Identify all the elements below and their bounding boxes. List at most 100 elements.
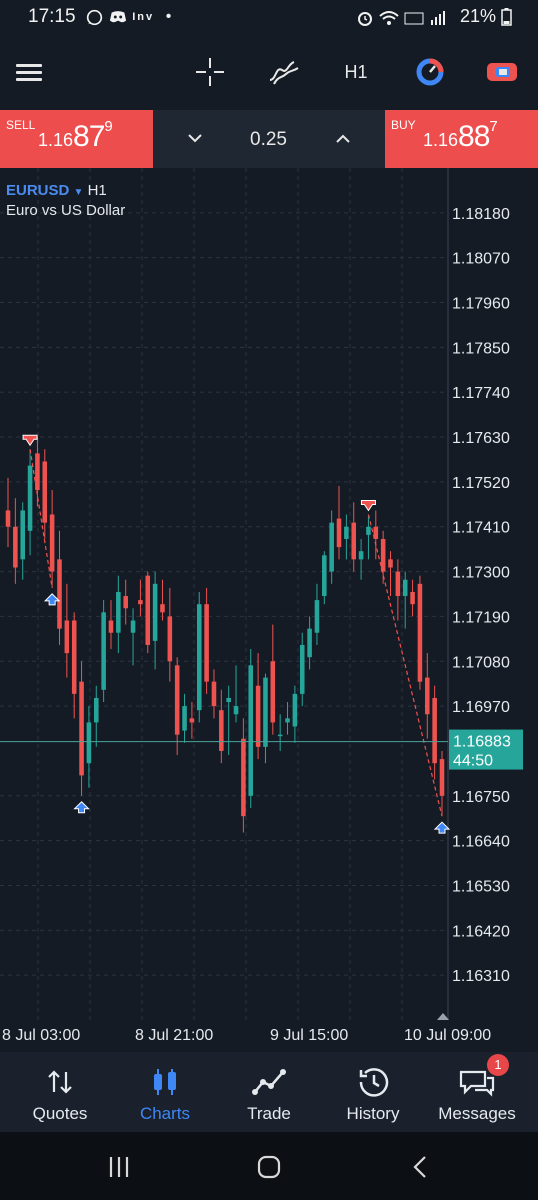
candle-body (42, 461, 48, 523)
lot-increase-button[interactable] (326, 124, 360, 154)
candle-body (417, 583, 423, 682)
y-tick-label: 1.16970 (452, 699, 510, 716)
y-tick-label: 1.16750 (452, 789, 510, 806)
sell-signal-arrow (360, 500, 376, 512)
nav-charts[interactable]: Charts (113, 1052, 217, 1132)
sell-price-sup: 9 (104, 118, 113, 135)
lot-size[interactable]: 0.25 (250, 129, 287, 150)
y-tick-label: 1.16310 (452, 968, 510, 985)
candle-body (285, 718, 290, 723)
buy-price-prefix: 1.16 (423, 130, 459, 150)
nav-history[interactable]: History (321, 1052, 425, 1132)
y-tick-label: 1.16420 (452, 923, 510, 940)
candle-body (388, 559, 393, 568)
nav-messages[interactable]: 1 Messages (425, 1052, 529, 1132)
home-icon[interactable] (256, 1154, 282, 1180)
y-tick-label: 1.17740 (452, 385, 510, 402)
trade-icon (252, 1069, 286, 1095)
candle-body (123, 596, 128, 609)
candle-body (351, 522, 357, 560)
oneclick-icon (416, 58, 444, 86)
candle-body (329, 522, 334, 572)
candle-body (138, 600, 143, 605)
nav-trade[interactable]: Trade (217, 1052, 321, 1132)
candle-body (322, 555, 327, 597)
candle-body (182, 706, 187, 731)
buy-price-big: 88 (458, 120, 490, 153)
nav-quotes[interactable]: Quotes (8, 1052, 112, 1132)
buy-label: BUY (391, 118, 416, 132)
timeframe-button[interactable]: H1 (336, 50, 376, 94)
chevron-down-icon (188, 134, 202, 143)
system-navigation-bar (0, 1132, 538, 1200)
crosshair-button[interactable] (190, 50, 230, 94)
indicators-icon (269, 61, 299, 85)
messages-icon (459, 1070, 495, 1097)
buy-price: 1.16887 (423, 118, 498, 154)
sell-price-big: 87 (73, 120, 105, 153)
sell-button[interactable]: SELL 1.16879 (0, 110, 153, 168)
candle-body (71, 620, 77, 694)
bottom-navigation: Quotes Charts Trade History 1 Messages (0, 1052, 538, 1132)
battery: 21% (460, 6, 512, 27)
candle-body (20, 510, 25, 560)
timeframe-label: H1 (344, 61, 368, 82)
back-icon[interactable] (408, 1154, 434, 1180)
battery-icon (501, 8, 512, 26)
candle-body (344, 526, 349, 539)
lot-decrease-button[interactable] (178, 124, 212, 154)
candle-body (204, 604, 209, 682)
y-tick-label: 1.18070 (452, 251, 510, 268)
oneclick-button[interactable] (410, 50, 450, 94)
indicators-button[interactable] (264, 50, 304, 94)
symbol-name: EURUSD (6, 182, 70, 199)
chart-toolbar: H1 (0, 36, 538, 110)
nav-history-label: History (346, 1104, 400, 1123)
inv-icon: Inv (132, 11, 155, 23)
history-icon (359, 1068, 389, 1097)
x-tick-label: 8 Jul 21:00 (135, 1027, 213, 1044)
sell-signal-arrow (22, 434, 38, 447)
candle-body (270, 661, 276, 723)
candle-body (226, 697, 231, 703)
current-price-tag (449, 729, 523, 770)
crosshair-icon (196, 58, 224, 86)
candle-body (248, 665, 254, 796)
candle-body (57, 559, 62, 629)
candle-body (5, 510, 11, 527)
dot-icon: • (165, 8, 174, 25)
candle-body (432, 697, 437, 764)
current-price-label: 1.16883 (453, 734, 511, 751)
y-tick-label: 1.17080 (452, 654, 510, 671)
battery-percent: 21% (459, 6, 496, 26)
candle-body (241, 738, 246, 817)
candle-body (35, 453, 40, 491)
signal-line (367, 514, 443, 817)
candle-body (174, 665, 180, 735)
y-tick-label: 1.17520 (452, 475, 510, 492)
candle-body (439, 759, 445, 796)
trade-toggle-button[interactable] (482, 50, 522, 94)
symbol-dropdown-icon: ▼ (73, 187, 84, 198)
recents-icon[interactable] (106, 1154, 132, 1180)
x-tick-label: 8 Jul 03:00 (2, 1027, 80, 1044)
scroll-end-marker (437, 1013, 449, 1020)
candle-body (314, 600, 320, 633)
candlestick-chart[interactable]: 1.18180 1.18070 1.17960 1.17850 1.17740 1.176… (0, 168, 538, 1050)
nav-quotes-label: Quotes (32, 1104, 88, 1123)
chart-symbol[interactable]: EURUSD ▼ H1 (6, 182, 107, 199)
sell-price: 1.16879 (38, 118, 113, 154)
candle-body (152, 583, 158, 641)
candle-body (116, 591, 121, 633)
symbol-description: Euro vs US Dollar (6, 202, 126, 219)
chart-area[interactable]: 1.18180 1.18070 1.17960 1.17850 1.17740 1.176… (0, 168, 538, 1050)
symbol-timeframe: H1 (87, 182, 107, 199)
buy-button[interactable]: BUY 1.16887 (385, 110, 538, 168)
candle-body (27, 465, 33, 531)
menu-button[interactable] (14, 50, 44, 94)
candle-body (93, 697, 99, 723)
candle-body (196, 604, 202, 711)
candle-body (86, 722, 92, 764)
status-time: 17:15 (28, 6, 76, 27)
trade-toggle-icon (487, 63, 517, 81)
